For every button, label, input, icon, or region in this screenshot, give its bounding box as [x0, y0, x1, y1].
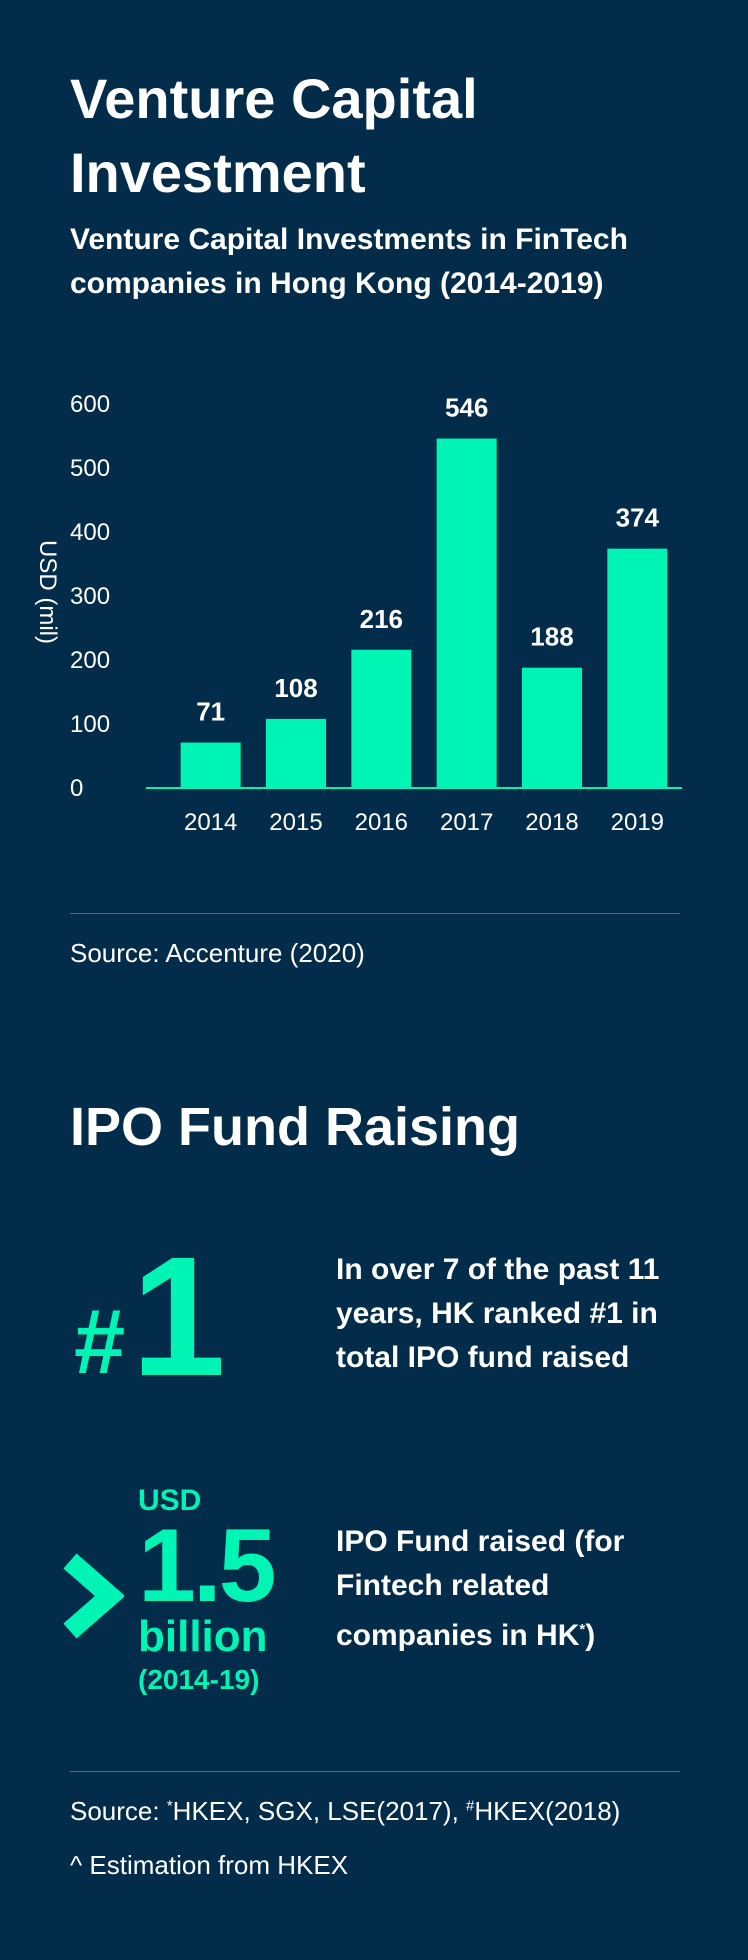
rank-text: In over 7 of the past 11 years, HK ranke…	[336, 1253, 660, 1374]
footer-source: Source: *HKEX, SGX, LSE(2017), #HKEX(201…	[70, 1796, 621, 1826]
amount-unit: billion	[138, 1612, 268, 1661]
amount-text: IPO Fund raised (for Fintech related com…	[336, 1525, 625, 1652]
y-tick-label: 600	[70, 391, 110, 418]
bar	[266, 718, 326, 788]
rank-number: 1	[131, 1222, 226, 1412]
bar	[351, 649, 412, 788]
rank-hash: #	[74, 1291, 126, 1393]
x-tick-label: 2019	[611, 809, 664, 836]
y-tick-label: 300	[70, 583, 110, 610]
data-label: 71	[196, 697, 225, 727]
y-tick-label: 100	[70, 711, 110, 738]
data-label: 546	[445, 393, 488, 423]
data-label: 216	[360, 604, 403, 634]
vc-bar-chart: USD (mil) 0 100 200 300 400 500 600 71 2014 108 201…	[34, 391, 682, 836]
x-tick-label: 2018	[525, 809, 578, 836]
bar	[607, 548, 668, 788]
chart-subtitle: Venture Capital Investments in FinTech c…	[70, 223, 628, 300]
page-title: Venture Capital Investment	[70, 67, 478, 204]
amount-currency: USD	[138, 1484, 202, 1517]
data-label: 374	[616, 503, 660, 533]
amount-period: (2014-19)	[138, 1664, 260, 1695]
amount-stat: USD 1.5 billion (2014-19)	[138, 1484, 277, 1700]
data-label: 188	[530, 622, 573, 652]
x-tick-label: 2017	[440, 809, 493, 836]
data-label: 108	[274, 673, 317, 703]
footer-note: ^ Estimation from HKEX	[70, 1850, 349, 1880]
x-tick-label: 2015	[269, 809, 322, 836]
y-axis-label: USD (mil)	[34, 540, 61, 644]
x-tick-label: 2016	[355, 809, 408, 836]
ipo-heading: IPO Fund Raising	[70, 1097, 521, 1157]
divider	[70, 1771, 680, 1772]
amount-value: 1.5	[138, 1508, 277, 1624]
bar	[180, 742, 241, 788]
chart-source: Source: Accenture (2020)	[70, 938, 365, 968]
y-tick-label: 500	[70, 455, 110, 482]
bar	[436, 438, 497, 788]
y-tick-label: 0	[70, 775, 83, 802]
y-tick-label: 400	[70, 519, 110, 546]
rank-stat: # 1	[74, 1222, 226, 1412]
divider	[70, 913, 680, 914]
chevron-right-icon	[63, 1553, 124, 1639]
bar	[522, 667, 582, 788]
y-tick-label: 200	[70, 647, 110, 674]
x-tick-label: 2014	[184, 809, 237, 836]
